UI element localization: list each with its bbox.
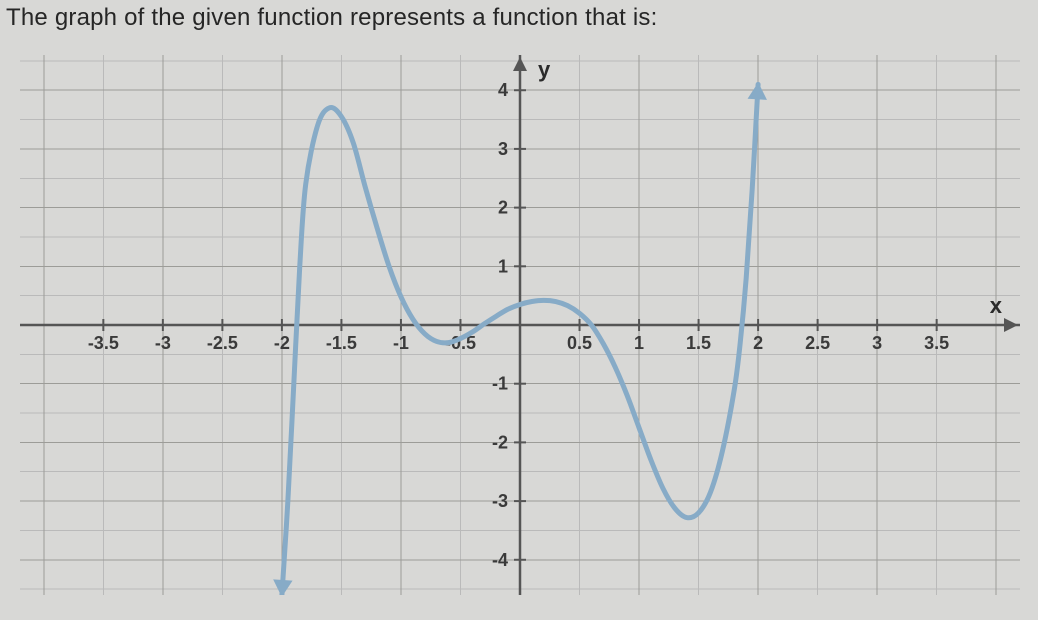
curve-end-arrow-icon [749, 84, 765, 98]
x-tick-label: 2.5 [805, 333, 830, 353]
function-graph: -3.5-3-2.5-2-1.5-1-0.50.511.522.533.5-4-… [20, 55, 1020, 595]
y-tick-label: 1 [498, 256, 508, 276]
y-tick-label: -3 [492, 491, 508, 511]
x-tick-label: -3.5 [88, 333, 119, 353]
y-tick-label: 2 [498, 198, 508, 218]
page-title: The graph of the given function represen… [6, 4, 657, 32]
y-axis-arrow-icon [513, 57, 527, 71]
y-axis-label: y [538, 57, 551, 82]
x-tick-label: 3.5 [924, 333, 949, 353]
x-tick-label: -1.5 [326, 333, 357, 353]
x-tick-label: 1 [634, 333, 644, 353]
x-axis-arrow-icon [1004, 318, 1018, 332]
y-tick-label: 4 [498, 80, 508, 100]
x-tick-label: 0.5 [567, 333, 592, 353]
x-tick-label: -2 [274, 333, 290, 353]
x-tick-label: -1 [393, 333, 409, 353]
x-tick-label: -3 [155, 333, 171, 353]
x-axis-label: x [990, 293, 1003, 318]
y-tick-label: -2 [492, 432, 508, 452]
y-tick-label: -1 [492, 374, 508, 394]
y-tick-label: 3 [498, 139, 508, 159]
y-tick-label: -4 [492, 550, 508, 570]
x-tick-label: 2 [753, 333, 763, 353]
x-tick-label: 3 [872, 333, 882, 353]
x-tick-label: 1.5 [686, 333, 711, 353]
x-tick-label: -2.5 [207, 333, 238, 353]
curve-start-arrow-icon [275, 581, 291, 595]
